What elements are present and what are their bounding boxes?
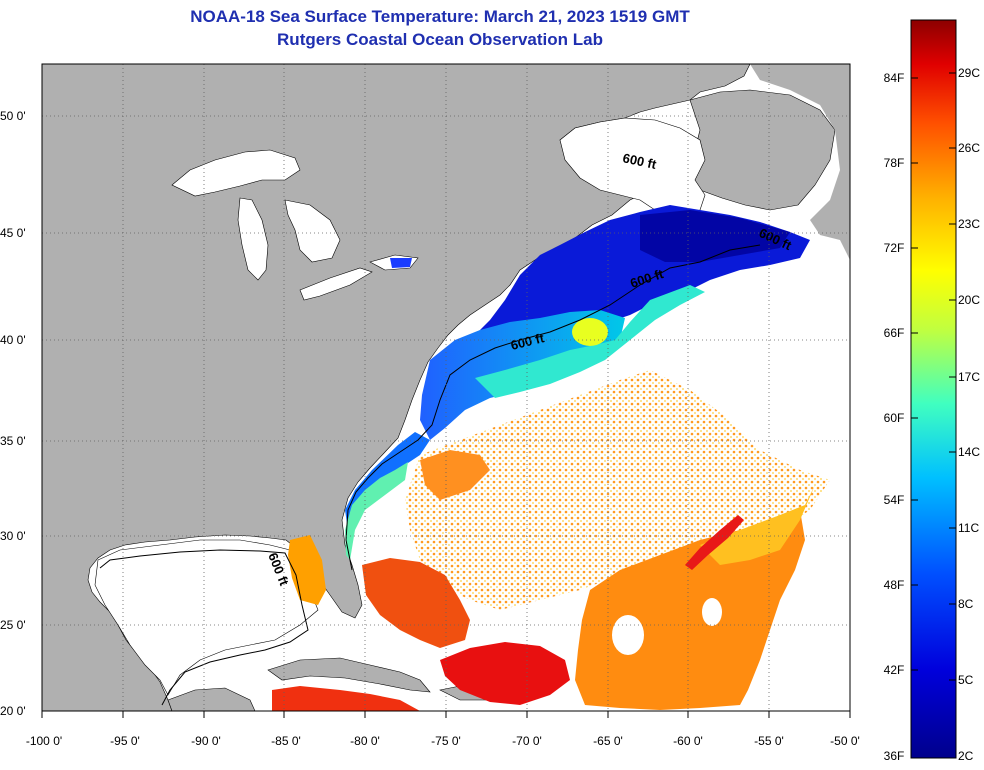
lon-label: -95 0' xyxy=(110,734,140,748)
colorbar-c-label: 14C xyxy=(958,445,981,459)
colorbar-f-label: 42F xyxy=(883,663,905,677)
colorbar-f-label: 78F xyxy=(883,156,905,170)
gulf-of-mexico xyxy=(94,539,319,696)
colorbar-c-label: 11C xyxy=(958,521,980,535)
contour-600ft xyxy=(345,244,761,571)
lon-label: -80 0' xyxy=(350,734,380,748)
sst-caribbean-red xyxy=(440,642,570,705)
sst-central-atlantic-yellow xyxy=(700,485,815,565)
sst-deep-blue xyxy=(640,210,790,262)
colorbar-c-label: 17C xyxy=(958,370,981,384)
map-title: NOAA-18 Sea Surface Temperature: March 2… xyxy=(190,7,690,26)
lat-label: 50 0' xyxy=(0,109,26,123)
sst-warm-eddy xyxy=(572,318,608,346)
tick-marks xyxy=(41,711,851,718)
contour-label-1: 600 ft xyxy=(621,150,658,172)
lon-label: -100 0' xyxy=(25,734,63,748)
colorbar-f-label: 48F xyxy=(883,578,905,592)
lon-label: -60 0' xyxy=(673,734,703,748)
land-cuba xyxy=(267,657,431,693)
sst-gulf-stream-patchy xyxy=(405,370,830,610)
sst-gap-1 xyxy=(612,615,644,655)
lat-label: 30 0' xyxy=(0,529,26,543)
colorbar-f-label: 60F xyxy=(883,411,905,425)
lake-erie xyxy=(299,267,373,301)
lat-label: 45 0' xyxy=(0,226,26,240)
sst-bahamas-warm xyxy=(362,558,470,648)
lat-label: 25 0' xyxy=(0,618,26,632)
colorbar-f-label: 66F xyxy=(883,326,905,340)
colorbar-c-label: 8C xyxy=(958,597,974,611)
colorbar-c-label: 23C xyxy=(958,217,981,231)
lat-label: 20 0' xyxy=(0,704,26,718)
lon-label: -65 0' xyxy=(593,734,623,748)
lat-label: 40 0' xyxy=(0,333,26,347)
lon-label: -75 0' xyxy=(431,734,461,748)
sst-gap-2 xyxy=(702,598,722,626)
sst-caribbean-west xyxy=(272,686,420,711)
colorbar-c-label: 2C xyxy=(958,749,974,763)
lon-label: -85 0' xyxy=(271,734,301,748)
sst-south-atlantic-bight xyxy=(345,432,430,530)
colorbar-f-label: 54F xyxy=(883,493,905,507)
lon-label: -55 0' xyxy=(754,734,784,748)
colorbar-f-label: 84F xyxy=(883,71,905,85)
colorbar-ticks xyxy=(911,72,956,681)
contour-600ft-gulf xyxy=(99,549,309,706)
grid-lines xyxy=(42,64,850,711)
sst-orange-patch-nw xyxy=(420,450,490,500)
lon-label: -70 0' xyxy=(512,734,542,748)
map-subtitle: Rutgers Coastal Ocean Observation Lab xyxy=(277,30,603,49)
sst-gulf-florida xyxy=(288,535,326,605)
lake-ontario-sst xyxy=(390,258,412,268)
colorbar-c-label: 29C xyxy=(958,66,981,80)
colorbar-c-label: 20C xyxy=(958,293,981,307)
sst-cyan-band xyxy=(475,285,705,398)
colorbar xyxy=(910,19,957,759)
lake-huron xyxy=(284,199,341,263)
sst-florida-shelf xyxy=(345,462,408,560)
lat-label: 35 0' xyxy=(0,434,26,448)
colorbar-f-label: 72F xyxy=(883,241,905,255)
colorbar-c-label: 26C xyxy=(958,141,981,155)
land-gray-east xyxy=(750,64,850,260)
lake-michigan xyxy=(237,197,269,281)
lon-label: -90 0' xyxy=(191,734,221,748)
gulf-st-lawrence xyxy=(559,117,706,216)
colorbar-f-label: 36F xyxy=(883,749,905,763)
colorbar-c-label: 5C xyxy=(958,673,974,687)
lon-label: -50 0' xyxy=(830,734,860,748)
sst-red-streak xyxy=(685,515,744,570)
